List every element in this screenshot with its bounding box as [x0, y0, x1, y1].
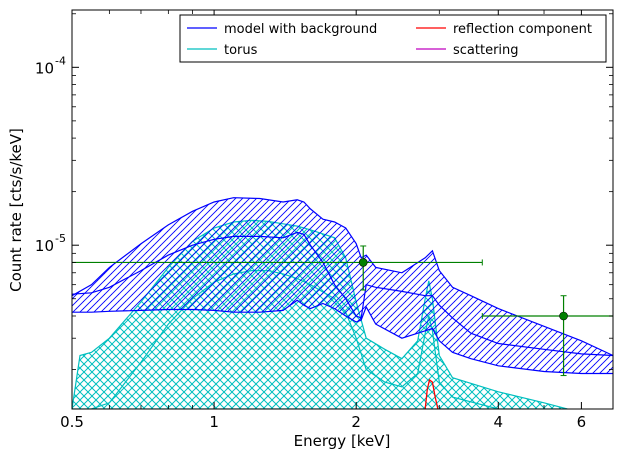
- data-point-marker: [358, 258, 368, 267]
- legend-label-torus: torus: [224, 43, 258, 58]
- y-tick-label-base: 10: [35, 237, 54, 255]
- plot-frame: [71, 9, 614, 410]
- reflection-line: [424, 378, 439, 409]
- data-point-2: [481, 295, 613, 377]
- legend-label-scattering: scattering: [453, 43, 519, 58]
- y-axis-label: Count rate [cts/s/keV]: [7, 128, 25, 292]
- x-tick-label: 6: [577, 413, 587, 431]
- x-tick-label: 4: [494, 413, 504, 431]
- axis-ticks: 0.5 1 2 4 610-510-4: [35, 10, 614, 431]
- model-lower-line: [72, 299, 613, 375]
- model-upper-line: [72, 197, 613, 357]
- legend-label-reflection: reflection component: [453, 22, 592, 37]
- legend: model with background reflection compone…: [179, 14, 607, 63]
- y-tick-label-exponent: -4: [55, 54, 66, 67]
- legend-label-model: model with background: [224, 22, 377, 37]
- y-tick-label-exponent: -5: [55, 232, 66, 245]
- model-mid-line: [72, 231, 613, 357]
- data-points-layer: [72, 245, 613, 377]
- data-point-1: [72, 245, 483, 291]
- legend-frame: [179, 14, 607, 63]
- x-axis-label: Energy [keV]: [294, 432, 391, 450]
- x-tick-label: 1: [209, 413, 219, 431]
- data-point-marker: [559, 311, 568, 321]
- x-tick-label: 2: [351, 413, 361, 431]
- y-tick-label-base: 10: [35, 59, 54, 77]
- series-layer: [72, 197, 613, 409]
- x-tick-label: 0.5: [60, 413, 84, 431]
